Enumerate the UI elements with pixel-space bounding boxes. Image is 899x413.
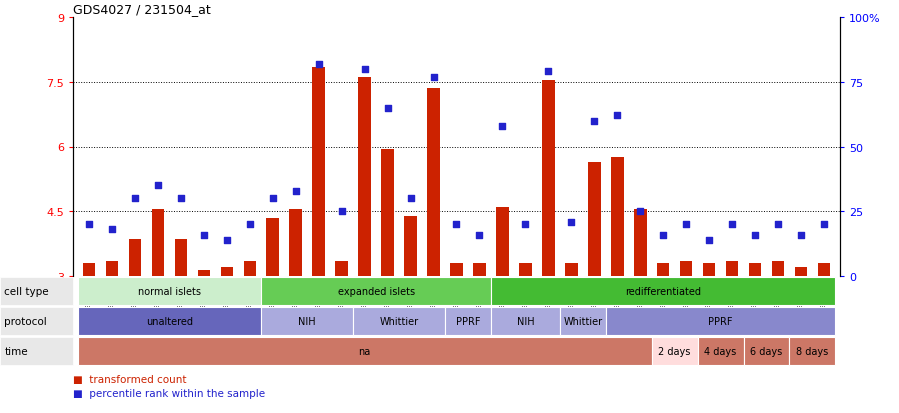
Text: expanded islets: expanded islets <box>337 286 414 296</box>
Bar <box>473 263 485 276</box>
Point <box>656 232 671 238</box>
Point <box>289 188 303 195</box>
Bar <box>657 263 670 276</box>
Text: PPRF: PPRF <box>708 316 733 326</box>
Point <box>312 61 326 68</box>
Bar <box>427 89 440 276</box>
Bar <box>405 216 417 276</box>
Text: NIH: NIH <box>517 316 534 326</box>
Text: 2 days: 2 days <box>658 346 690 356</box>
Text: Whittier: Whittier <box>564 316 602 326</box>
Bar <box>289 209 302 276</box>
Point <box>748 232 762 238</box>
Point <box>197 232 211 238</box>
Bar <box>450 263 463 276</box>
Point <box>816 221 831 228</box>
Point <box>243 221 257 228</box>
Point <box>610 113 625 119</box>
Bar <box>198 270 210 276</box>
Point <box>358 66 372 73</box>
Bar <box>129 240 141 276</box>
Text: cell type: cell type <box>4 286 49 296</box>
Bar <box>680 261 692 276</box>
Bar <box>817 263 831 276</box>
Bar <box>795 268 807 276</box>
Bar <box>312 67 325 276</box>
Bar <box>335 261 348 276</box>
Polygon shape <box>57 283 73 300</box>
Point <box>450 221 464 228</box>
Bar <box>381 149 394 276</box>
Point <box>702 237 717 243</box>
Point <box>174 195 188 202</box>
Bar <box>359 78 371 276</box>
Point <box>380 105 395 112</box>
Bar <box>266 218 279 276</box>
Bar <box>244 261 256 276</box>
Point <box>495 123 510 130</box>
Point <box>770 221 785 228</box>
Bar <box>725 261 738 276</box>
Bar <box>519 263 531 276</box>
Text: PPRF: PPRF <box>456 316 480 326</box>
Point <box>219 237 234 243</box>
Point <box>679 221 693 228</box>
Text: 6 days: 6 days <box>751 346 783 356</box>
Bar <box>565 263 578 276</box>
Text: unaltered: unaltered <box>146 316 193 326</box>
Text: 8 days: 8 days <box>797 346 829 356</box>
Point <box>334 209 349 215</box>
Text: redifferentiated: redifferentiated <box>625 286 701 296</box>
Bar <box>703 263 716 276</box>
Bar <box>542 81 555 276</box>
Point <box>128 195 142 202</box>
Bar <box>771 261 784 276</box>
Point <box>82 221 96 228</box>
Point <box>426 74 441 81</box>
Text: Whittier: Whittier <box>379 316 419 326</box>
Point <box>565 219 579 225</box>
Bar <box>634 209 646 276</box>
Point <box>518 221 532 228</box>
Point <box>541 69 556 76</box>
Bar <box>174 240 187 276</box>
Polygon shape <box>57 343 73 360</box>
Bar <box>588 162 601 276</box>
Point <box>265 195 280 202</box>
Bar <box>496 207 509 276</box>
Bar <box>152 209 165 276</box>
Point <box>633 209 647 215</box>
Point <box>105 226 120 233</box>
Text: NIH: NIH <box>298 316 316 326</box>
Text: normal islets: normal islets <box>138 286 201 296</box>
Point <box>725 221 739 228</box>
Text: ■  percentile rank within the sample: ■ percentile rank within the sample <box>73 388 265 398</box>
Text: time: time <box>4 346 28 356</box>
Point <box>587 118 601 125</box>
Bar <box>83 263 95 276</box>
Text: ■  transformed count: ■ transformed count <box>73 374 186 384</box>
Bar <box>220 268 233 276</box>
Point <box>151 183 165 189</box>
Text: GDS4027 / 231504_at: GDS4027 / 231504_at <box>73 3 210 16</box>
Point <box>794 232 808 238</box>
Bar <box>749 263 761 276</box>
Polygon shape <box>57 313 73 330</box>
Text: na: na <box>359 346 370 356</box>
Point <box>472 232 486 238</box>
Text: protocol: protocol <box>4 316 48 326</box>
Bar <box>106 261 119 276</box>
Text: 4 days: 4 days <box>705 346 736 356</box>
Point <box>404 195 418 202</box>
Bar <box>611 158 624 276</box>
